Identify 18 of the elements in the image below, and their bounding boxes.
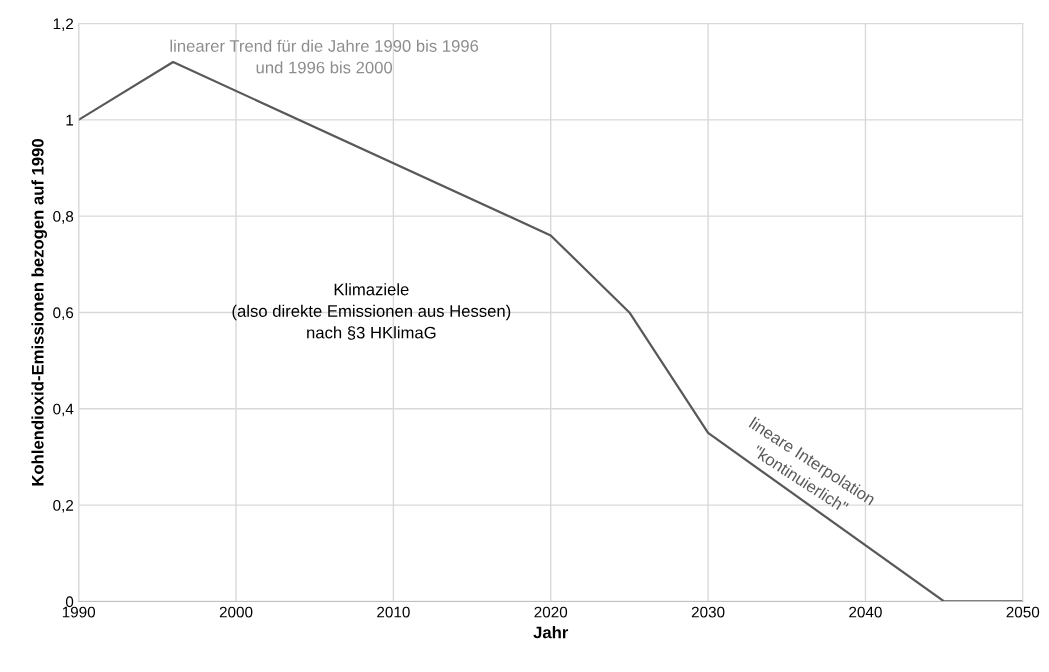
y-axis-title: Kohlendioxid-Emissionen bezogen auf 1990 <box>31 139 48 486</box>
y-tick-label: 1 <box>66 114 74 126</box>
y-tick-label: 0,8 <box>53 211 74 224</box>
x-tick-label: 2010 <box>377 606 410 618</box>
y-tick-label: 0,2 <box>53 499 74 513</box>
x-axis-title: Jahr <box>533 626 569 639</box>
x-tick-label: 2050 <box>1006 606 1040 618</box>
annotation: Klimaziele (also direkte Emissionen aus Hessen) nach §3 HKlimaG <box>232 283 511 340</box>
y-tick-label: 0,4 <box>53 403 74 417</box>
y-tick-label: 0,6 <box>53 307 74 320</box>
x-tick-label: 2040 <box>849 606 882 618</box>
annotation: linearer Trend für die Jahre 1990 bis 1996 und 1996 bis 2000 <box>170 39 479 74</box>
x-tick-label: 2000 <box>219 606 253 618</box>
x-tick-label: 2020 <box>534 606 568 618</box>
x-tick-label: 1990 <box>62 606 96 618</box>
y-tick-label: 1,2 <box>53 18 74 32</box>
x-tick-label: 2030 <box>691 606 725 618</box>
y-tick-label: 0 <box>65 596 74 608</box>
